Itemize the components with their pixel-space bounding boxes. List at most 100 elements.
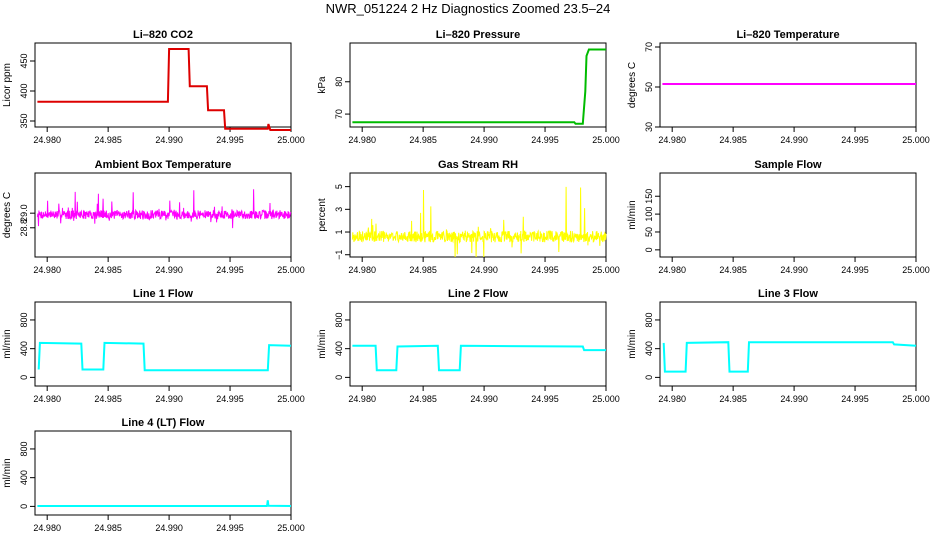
series-noise-line	[351, 186, 607, 258]
y-axis-label: ml/min	[627, 200, 638, 229]
chart-line4: Line 4 (LT) Flow ml/min 24.980 24.985 24.990…	[2, 417, 305, 533]
x-tick-label: 24.990	[470, 394, 498, 404]
x-tick-label: 24.985	[94, 523, 122, 533]
y-tick-label: 30	[644, 122, 654, 132]
y-tick-label: 1	[334, 230, 344, 235]
x-tick-label: 24.985	[409, 135, 437, 145]
y-tick-label: 70	[334, 109, 344, 119]
x-tick-label: 25.000	[277, 523, 305, 533]
series-line	[37, 48, 291, 131]
x-tick-label: 24.980	[658, 394, 686, 404]
y-tick-label: 29.0	[19, 204, 29, 222]
x-tick-label: 24.990	[470, 265, 498, 275]
x-tick-label: 24.980	[658, 265, 686, 275]
y-axis-label: percent	[317, 198, 328, 232]
x-tick-label: 24.985	[94, 135, 122, 145]
y-tick-label: −1	[334, 250, 344, 260]
chart-title: Line 1 Flow	[133, 288, 193, 300]
chart-title: Line 2 Flow	[448, 288, 508, 300]
chart-line1: Line 1 Flow ml/min 24.980 24.985 24.990 24.99…	[2, 288, 305, 404]
series-line	[352, 344, 606, 372]
y-tick-label: 350	[19, 113, 29, 128]
x-tick-label: 24.980	[348, 135, 376, 145]
plot-frame	[349, 301, 607, 387]
x-tick-label: 24.985	[409, 265, 437, 275]
x-tick-label: 25.000	[592, 135, 620, 145]
series-line	[352, 48, 606, 125]
y-tick-label: 100	[644, 207, 654, 222]
x-tick-label: 24.990	[155, 394, 183, 404]
x-tick-label: 25.000	[902, 394, 930, 404]
x-tick-label: 24.995	[531, 265, 559, 275]
y-tick-label: 50	[644, 227, 654, 237]
y-tick-label: 0	[334, 375, 344, 380]
y-axis-label: kPa	[317, 76, 328, 94]
x-tick-label: 24.980	[33, 265, 61, 275]
y-axis-label: Licor ppm	[2, 63, 13, 107]
chart-temperature: Li–820 Temperature degrees C 24.980 24.985 2…	[627, 29, 930, 145]
x-tick-label: 24.985	[409, 394, 437, 404]
x-tick-label: 25.000	[277, 135, 305, 145]
page-title: NWR_051224 2 Hz Diagnostics Zoomed 23.5–…	[325, 1, 611, 16]
y-tick-label: 50	[644, 82, 654, 92]
x-tick-label: 24.995	[216, 523, 244, 533]
x-tick-label: 25.000	[277, 265, 305, 275]
y-tick-label: 800	[19, 441, 29, 456]
plot-frame	[659, 301, 917, 387]
y-tick-label: 400	[334, 341, 344, 356]
y-tick-label: 5	[334, 184, 344, 189]
chart-title: Li–820 Pressure	[436, 29, 520, 41]
y-tick-label: 70	[644, 42, 654, 52]
chart-title: Li–820 CO2	[133, 29, 193, 41]
x-tick-label: 24.995	[216, 265, 244, 275]
chart-title: Li–820 Temperature	[736, 29, 839, 41]
x-tick-label: 24.985	[94, 394, 122, 404]
y-tick-label: 0	[19, 504, 29, 509]
y-axis-label: ml/min	[2, 458, 13, 487]
plot-frame	[349, 42, 607, 128]
x-tick-label: 25.000	[592, 394, 620, 404]
x-tick-label: 24.985	[719, 135, 747, 145]
y-tick-label: 450	[19, 53, 29, 68]
x-tick-label: 24.995	[841, 265, 869, 275]
x-tick-label: 24.980	[33, 135, 61, 145]
x-tick-label: 24.980	[33, 394, 61, 404]
chart-box_temp: Ambient Box Temperature degrees C 24.980 24…	[2, 159, 305, 275]
x-tick-label: 25.000	[592, 265, 620, 275]
x-tick-label: 24.990	[780, 394, 808, 404]
x-tick-label: 24.985	[94, 265, 122, 275]
chart-title: Line 3 Flow	[758, 288, 818, 300]
y-tick-label: 28.8	[19, 219, 29, 237]
x-tick-label: 24.980	[33, 523, 61, 533]
plot-frame	[34, 42, 292, 128]
x-tick-label: 24.990	[780, 265, 808, 275]
x-tick-label: 25.000	[902, 265, 930, 275]
plot-frame	[34, 301, 292, 387]
plot-frame	[34, 172, 292, 258]
chart-line3: Line 3 Flow ml/min 24.980 24.985 24.990 24.99…	[627, 288, 930, 404]
x-tick-label: 24.995	[841, 135, 869, 145]
x-tick-label: 24.980	[658, 135, 686, 145]
chart-title: Gas Stream RH	[438, 159, 518, 171]
chart-title: Ambient Box Temperature	[95, 159, 232, 171]
chart-title: Line 4 (LT) Flow	[122, 417, 205, 429]
plot-frame	[349, 172, 607, 258]
series-line	[37, 341, 292, 372]
y-tick-label: 150	[644, 189, 654, 204]
y-tick-label: 400	[644, 341, 654, 356]
y-axis-label: ml/min	[627, 329, 638, 358]
y-tick-label: 400	[19, 470, 29, 485]
x-tick-label: 25.000	[277, 394, 305, 404]
x-tick-label: 24.985	[719, 394, 747, 404]
y-tick-label: 800	[334, 312, 344, 327]
series-noise-line	[36, 189, 292, 229]
y-tick-label: 400	[19, 341, 29, 356]
y-axis-label: ml/min	[317, 329, 328, 358]
y-tick-label: 0	[644, 247, 654, 252]
x-tick-label: 24.995	[531, 394, 559, 404]
x-tick-label: 25.000	[902, 135, 930, 145]
x-tick-label: 24.995	[216, 394, 244, 404]
x-tick-label: 24.990	[470, 135, 498, 145]
x-tick-label: 24.995	[841, 394, 869, 404]
